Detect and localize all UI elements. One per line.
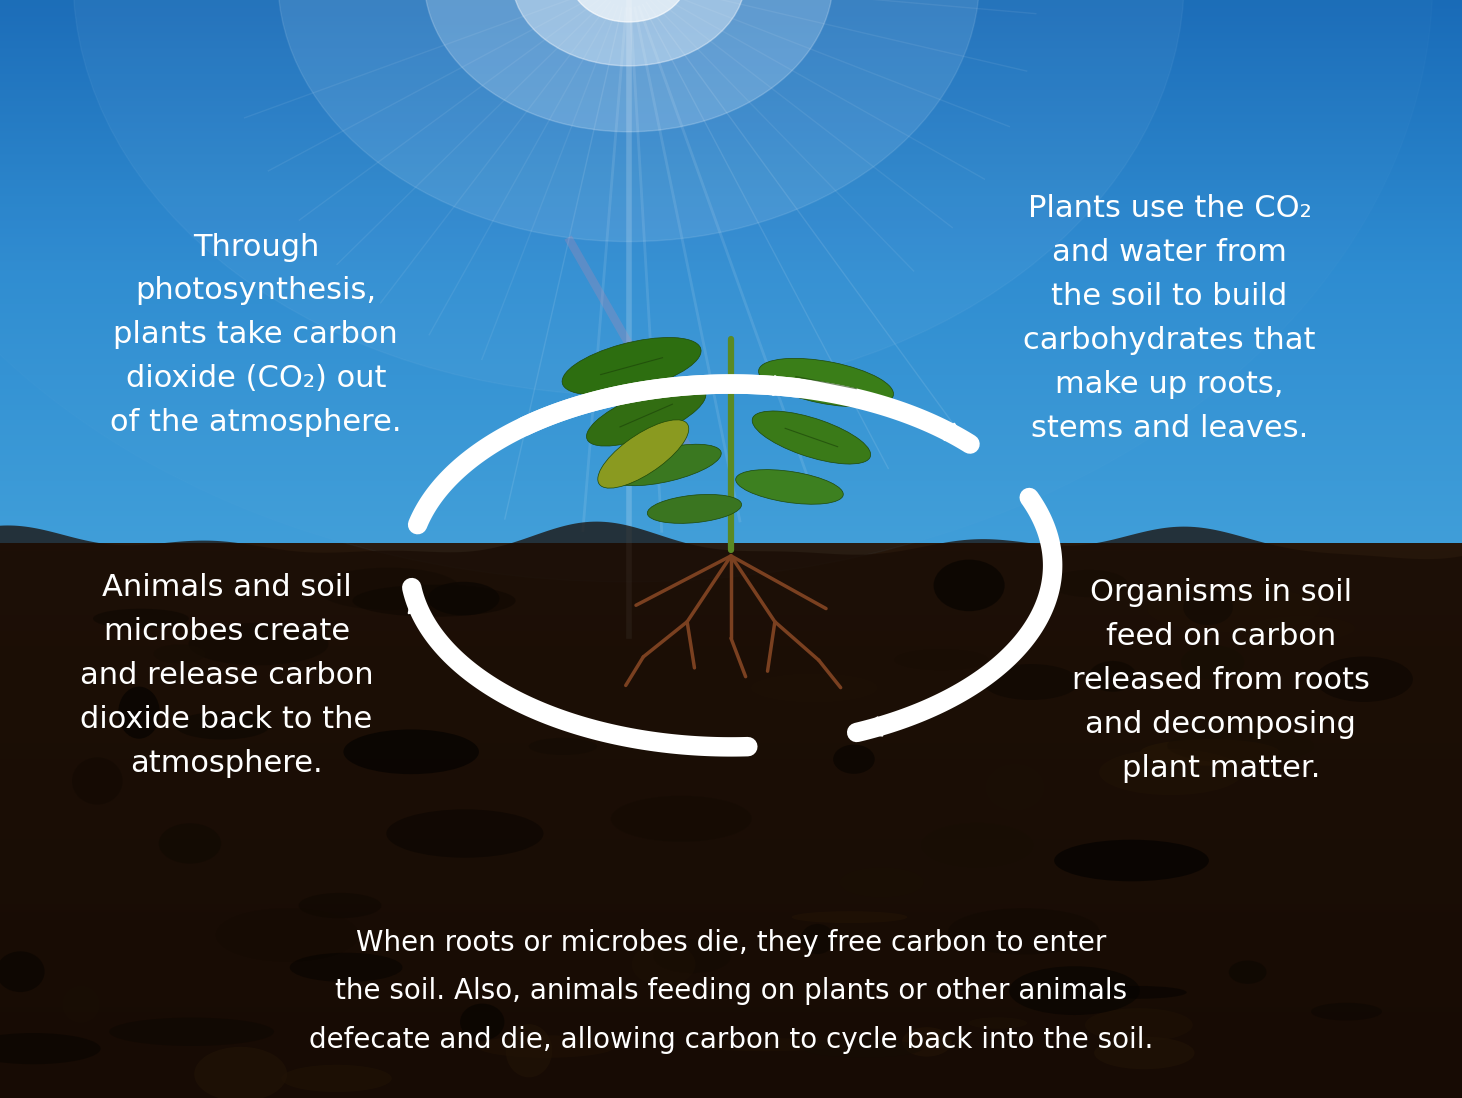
Ellipse shape [189,623,329,665]
Text: plants take carbon: plants take carbon [114,321,398,349]
Ellipse shape [934,560,1004,612]
Ellipse shape [461,1004,504,1041]
Ellipse shape [586,385,706,446]
Circle shape [73,0,1184,395]
Ellipse shape [1311,1002,1382,1020]
Circle shape [570,0,687,22]
Ellipse shape [792,911,908,923]
Text: defecate and die, allowing carbon to cycle back into the soil.: defecate and die, allowing carbon to cyc… [308,1026,1154,1054]
Ellipse shape [1181,646,1244,680]
Text: and release carbon: and release carbon [80,661,373,690]
Ellipse shape [1009,966,1140,1015]
Polygon shape [0,522,1462,1098]
Ellipse shape [751,673,877,703]
Text: photosynthesis,: photosynthesis, [136,277,376,305]
Ellipse shape [598,419,689,489]
Ellipse shape [632,942,696,986]
Text: make up roots,: make up roots, [1056,370,1284,399]
Ellipse shape [1250,616,1355,641]
Ellipse shape [833,744,874,774]
Ellipse shape [159,824,221,864]
Ellipse shape [895,649,988,670]
Ellipse shape [1228,961,1266,984]
Ellipse shape [985,764,1044,810]
Ellipse shape [1099,749,1243,795]
Ellipse shape [1167,729,1314,763]
Ellipse shape [1148,586,1320,632]
Ellipse shape [175,712,270,740]
Text: Animals and soil: Animals and soil [102,573,351,602]
Text: Plants use the CO₂: Plants use the CO₂ [1028,194,1311,223]
Ellipse shape [839,867,924,897]
Ellipse shape [1089,986,1187,999]
Text: dioxide (CO₂) out: dioxide (CO₂) out [126,365,386,393]
Ellipse shape [154,645,205,663]
Ellipse shape [110,1018,273,1046]
Text: Organisms in soil: Organisms in soil [1089,579,1352,607]
Text: plant matter.: plant matter. [1121,754,1320,783]
Text: feed on carbon: feed on carbon [1105,623,1336,651]
Ellipse shape [982,664,1079,701]
Ellipse shape [72,758,123,805]
Ellipse shape [529,738,596,755]
Text: and decomposing: and decomposing [1085,710,1357,739]
Text: Through: Through [193,233,319,261]
Text: microbes create: microbes create [104,617,349,646]
Ellipse shape [94,608,189,628]
Circle shape [512,0,746,66]
Ellipse shape [1089,661,1137,692]
Text: and water from: and water from [1053,238,1287,267]
Ellipse shape [751,411,871,464]
Circle shape [424,0,833,132]
Text: stems and leaves.: stems and leaves. [1031,414,1308,442]
Ellipse shape [561,337,702,395]
Ellipse shape [759,358,893,407]
Ellipse shape [902,1028,952,1056]
Text: dioxide back to the: dioxide back to the [80,705,373,733]
Ellipse shape [801,923,835,954]
Ellipse shape [281,1065,392,1093]
Text: the soil to build: the soil to build [1051,282,1288,311]
Text: atmosphere.: atmosphere. [130,749,323,777]
Text: of the atmosphere.: of the atmosphere. [110,408,402,437]
Ellipse shape [289,953,402,982]
Ellipse shape [1054,840,1209,882]
Ellipse shape [735,470,844,504]
Ellipse shape [386,809,544,858]
Ellipse shape [506,1024,553,1077]
Ellipse shape [428,582,500,615]
Ellipse shape [477,1035,616,1057]
Ellipse shape [352,584,516,617]
Circle shape [278,0,980,242]
Ellipse shape [194,1046,287,1098]
Ellipse shape [1140,739,1281,765]
Ellipse shape [0,1033,101,1064]
Ellipse shape [803,1039,923,1057]
Ellipse shape [63,986,99,1022]
Ellipse shape [610,445,721,485]
Ellipse shape [611,796,751,842]
Ellipse shape [969,1018,1026,1029]
Text: When roots or microbes die, they free carbon to enter: When roots or microbes die, they free ca… [355,929,1107,957]
Ellipse shape [317,568,461,610]
Ellipse shape [648,494,741,524]
Ellipse shape [216,908,358,962]
Ellipse shape [921,822,1034,867]
Text: released from roots: released from roots [1072,666,1370,695]
Ellipse shape [1094,1037,1194,1069]
Ellipse shape [1316,657,1412,702]
Ellipse shape [1085,1008,1193,1042]
Ellipse shape [690,1038,841,1051]
Ellipse shape [949,908,1099,954]
Ellipse shape [1183,590,1232,625]
Ellipse shape [0,951,45,993]
Ellipse shape [344,729,480,774]
Text: carbohydrates that: carbohydrates that [1023,326,1316,355]
Text: the soil. Also, animals feeding on plants or other animals: the soil. Also, animals feeding on plant… [335,977,1127,1006]
Ellipse shape [654,939,731,973]
Ellipse shape [298,893,382,918]
Ellipse shape [1050,570,1127,597]
Ellipse shape [118,686,159,739]
